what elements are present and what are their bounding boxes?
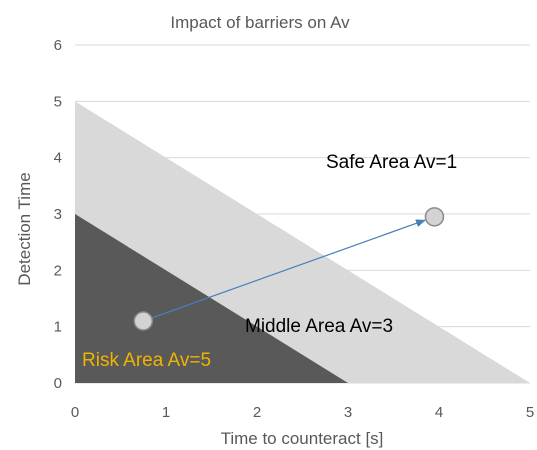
data-point-1 <box>424 207 445 227</box>
x-tick-label-5: 5 <box>526 404 534 421</box>
arrow-line <box>151 219 426 319</box>
x-axis-title: Time to counteract [s] <box>221 429 384 448</box>
chart-title: Impact of barriers on Av <box>170 13 350 32</box>
arrow-layer <box>151 219 426 319</box>
y-tick-label-1: 1 <box>54 319 62 336</box>
y-tick-label-6: 6 <box>54 37 62 54</box>
x-tick-label-0: 0 <box>71 404 79 421</box>
annotation-safe-area: Safe Area Av=1 <box>326 152 457 173</box>
y-tick-label-4: 4 <box>54 150 62 167</box>
annotations: Safe Area Av=1 Middle Area Av=3 Risk Area … <box>82 152 457 371</box>
y-tick-label-2: 2 <box>54 262 62 279</box>
region-1 <box>75 214 348 383</box>
annotation-middle-area: Middle Area Av=3 <box>245 316 393 337</box>
regions <box>75 101 530 383</box>
x-tick-label-1: 1 <box>162 404 170 421</box>
x-tick-label-3: 3 <box>344 404 352 421</box>
tick-labels: 0 1 2 3 4 5 0 1 2 3 4 5 6 <box>54 37 535 421</box>
points <box>133 207 445 331</box>
y-tick-label-0: 0 <box>54 375 62 392</box>
y-axis-title: Detection Time <box>15 172 34 285</box>
y-tick-label-3: 3 <box>54 206 62 223</box>
x-tick-label-4: 4 <box>435 404 443 421</box>
annotation-risk-area: Risk Area Av=5 <box>82 350 211 371</box>
x-tick-label-2: 2 <box>253 404 261 421</box>
y-tick-label-5: 5 <box>54 93 62 110</box>
data-point-0 <box>133 311 153 331</box>
